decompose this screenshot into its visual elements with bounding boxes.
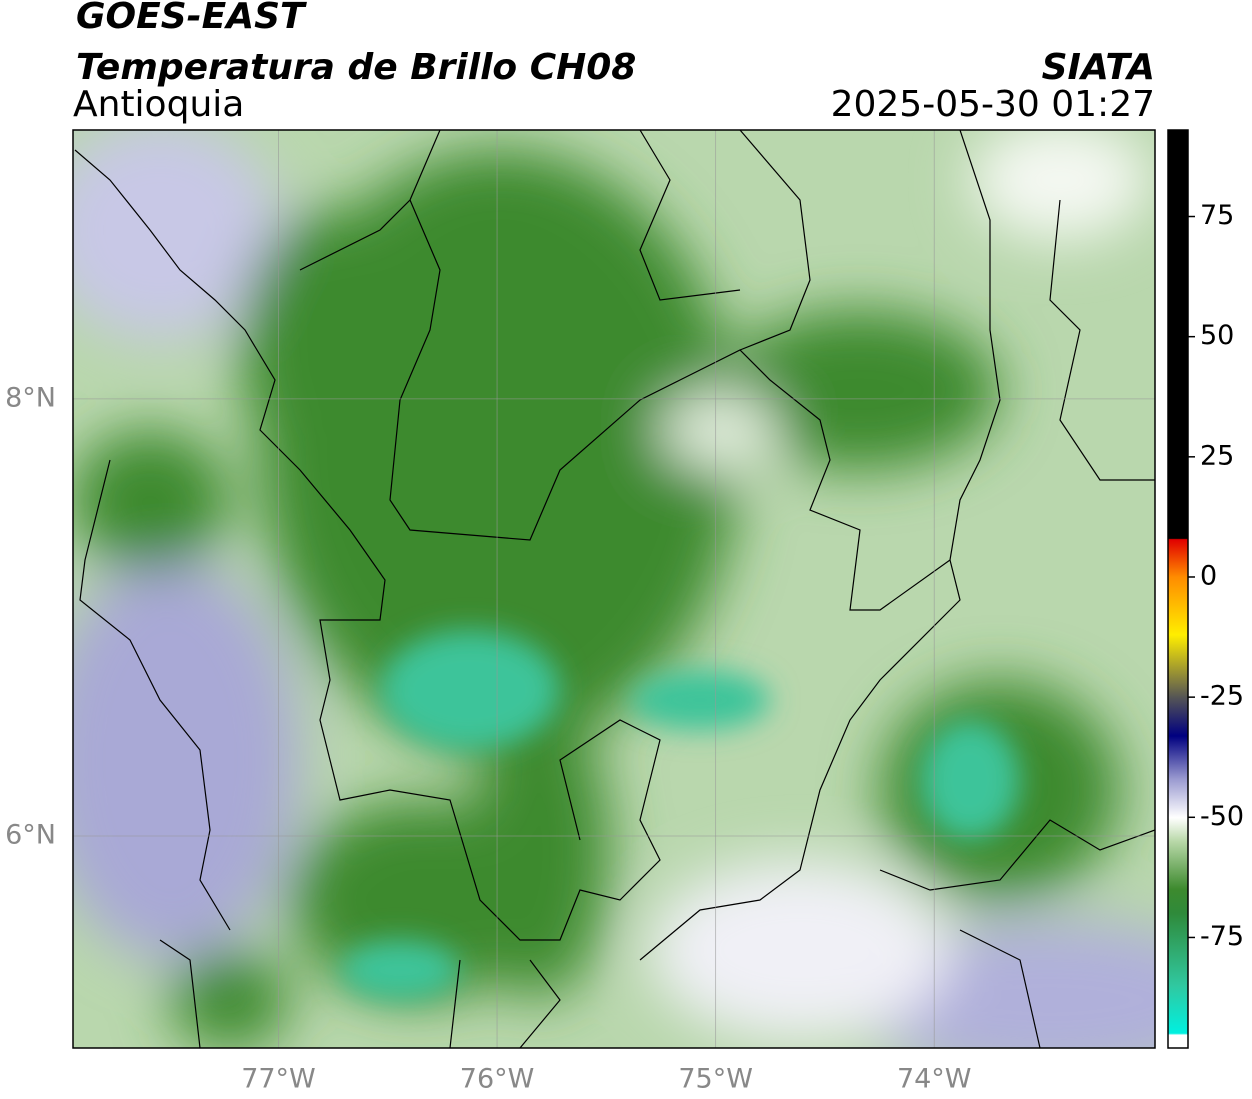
subtitle: Temperatura de Brillo CH08	[76, 47, 636, 88]
colorbar-tick-label: -50	[1200, 801, 1244, 832]
colorbar-tick-label: 0	[1200, 560, 1217, 591]
x-tick-label: 75°W	[678, 1064, 753, 1095]
colorbar-tick-label: -25	[1200, 681, 1244, 712]
borders	[74, 130, 1155, 1048]
source: SIATA	[1042, 47, 1155, 88]
satellite-image	[73, 130, 1155, 1048]
y-tick-label: 6°N	[5, 819, 56, 850]
x-tick-label: 74°W	[897, 1064, 972, 1095]
region: Antioquia	[73, 84, 244, 125]
colorbar-tick-label: 50	[1200, 320, 1234, 351]
colorbar	[1167, 129, 1189, 1049]
colorbar-tick-label: 25	[1200, 440, 1234, 471]
grid	[73, 130, 1155, 1048]
title: GOES-EAST	[76, 0, 307, 37]
x-tick-label: 76°W	[460, 1064, 535, 1095]
map-frame	[72, 129, 1156, 1049]
y-tick-label: 8°N	[5, 382, 56, 413]
datetime: 2025-05-30 01:27	[831, 84, 1155, 125]
colorbar-tick-label: 75	[1200, 200, 1234, 231]
x-tick-label: 77°W	[241, 1064, 316, 1095]
colorbar-tick-label: -75	[1200, 921, 1244, 952]
